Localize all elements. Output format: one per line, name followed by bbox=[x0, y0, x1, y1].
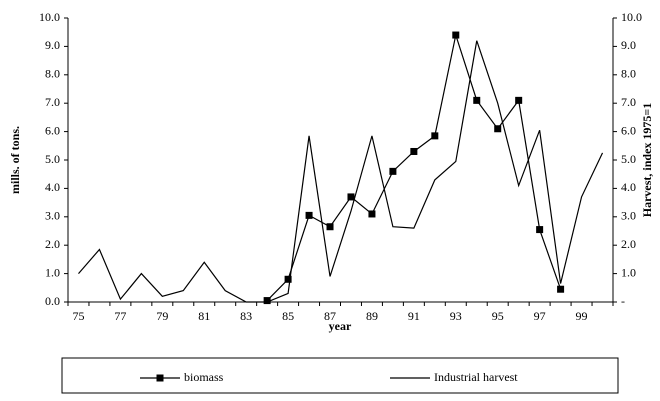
marker bbox=[536, 226, 544, 234]
y-tick-label: 4.0 bbox=[45, 180, 60, 194]
y2-tick-label: 2.0 bbox=[621, 237, 636, 251]
y-tick-label: 0.0 bbox=[45, 294, 60, 308]
marker bbox=[326, 223, 334, 231]
x-tick-label: 89 bbox=[366, 309, 378, 323]
legend-marker bbox=[156, 374, 164, 382]
x-tick-label: 97 bbox=[534, 309, 546, 323]
y2-tick-label: 3.0 bbox=[621, 209, 636, 223]
x-tick-label: 95 bbox=[492, 309, 504, 323]
marker bbox=[557, 285, 565, 293]
legend-label: biomass bbox=[184, 370, 224, 384]
series-line bbox=[78, 40, 604, 303]
x-tick-label: 83 bbox=[240, 309, 252, 323]
y2-tick-label: 7.0 bbox=[621, 95, 636, 109]
y-tick-label: 1.0 bbox=[45, 265, 60, 279]
marker bbox=[452, 31, 460, 39]
legend-label: Industrial harvest bbox=[434, 370, 518, 384]
y2-tick-label: 5.0 bbox=[621, 152, 636, 166]
x-tick-label: 91 bbox=[408, 309, 420, 323]
x-tick-label: 75 bbox=[72, 309, 84, 323]
x-tick-label: 77 bbox=[114, 309, 126, 323]
marker bbox=[494, 125, 502, 133]
y2-axis-title: Harvest, index 1975=1 bbox=[640, 103, 654, 218]
y-tick-label: 6.0 bbox=[45, 123, 60, 137]
y2-tick-label: 4.0 bbox=[621, 180, 636, 194]
y2-tick-label: 8.0 bbox=[621, 67, 636, 81]
y-tick-label: 9.0 bbox=[45, 38, 60, 52]
marker bbox=[389, 167, 397, 175]
marker bbox=[347, 193, 355, 201]
y-tick-label: 2.0 bbox=[45, 237, 60, 251]
y-tick-label: 3.0 bbox=[45, 209, 60, 223]
marker bbox=[410, 147, 418, 155]
y-tick-label: 7.0 bbox=[45, 95, 60, 109]
y-axis-title: mills. of tons. bbox=[8, 126, 22, 194]
x-tick-label: 87 bbox=[324, 309, 336, 323]
x-axis-title: year bbox=[329, 319, 352, 333]
x-tick-label: 81 bbox=[198, 309, 210, 323]
y2-tick-label: 10.0 bbox=[621, 10, 642, 24]
marker bbox=[473, 96, 481, 104]
marker bbox=[305, 211, 313, 219]
x-tick-label: 93 bbox=[450, 309, 462, 323]
x-tick-label: 85 bbox=[282, 309, 294, 323]
marker bbox=[263, 297, 271, 305]
y-tick-label: 8.0 bbox=[45, 67, 60, 81]
y-tick-label: 10.0 bbox=[39, 10, 60, 24]
y2-tick-label: 1.0 bbox=[621, 265, 636, 279]
legend-box bbox=[61, 357, 619, 394]
y2-tick-label: 9.0 bbox=[621, 38, 636, 52]
marker bbox=[368, 210, 376, 218]
marker bbox=[431, 132, 439, 140]
marker bbox=[284, 275, 292, 283]
y2-tick-label: 6.0 bbox=[621, 123, 636, 137]
y-tick-label: 5.0 bbox=[45, 152, 60, 166]
x-tick-label: 99 bbox=[576, 309, 588, 323]
y2-tick-label: - bbox=[621, 294, 625, 308]
marker bbox=[515, 96, 523, 104]
series-line bbox=[266, 32, 562, 302]
x-tick-label: 79 bbox=[156, 309, 168, 323]
